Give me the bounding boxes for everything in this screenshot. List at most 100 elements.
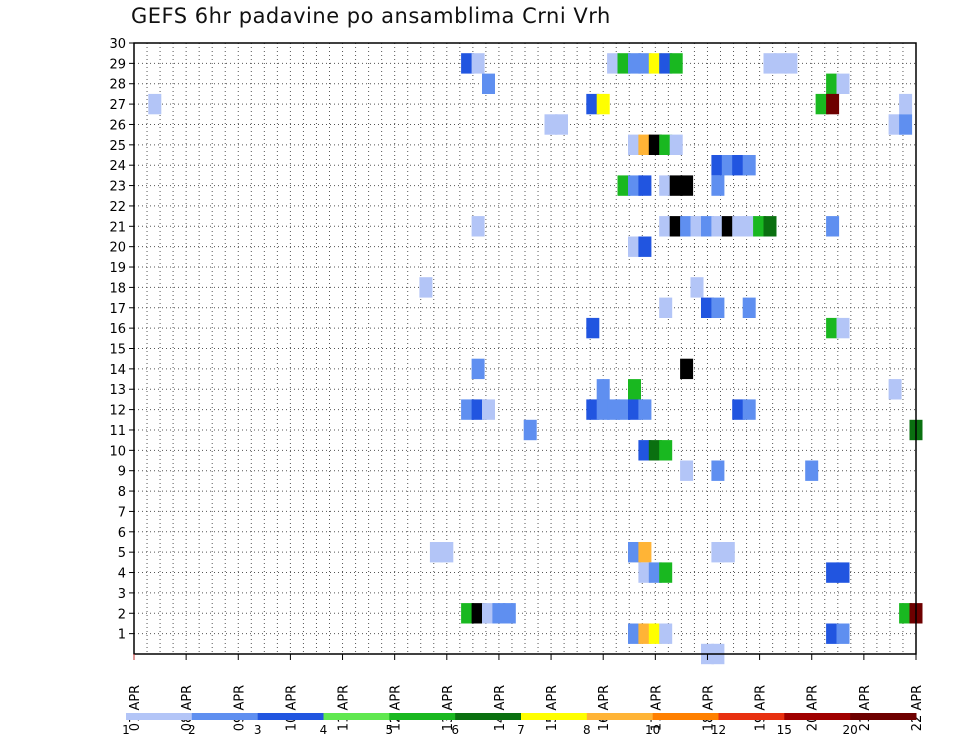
heatmap-cell — [482, 603, 495, 624]
legend-label: 7 — [517, 723, 525, 737]
heatmap-cell — [648, 562, 662, 583]
x-tick-label: 14 APR — [493, 685, 508, 731]
heatmap-cell — [440, 542, 454, 563]
heatmap-cell — [711, 175, 725, 196]
heatmap-cell — [732, 155, 746, 176]
heatmap-cell — [711, 297, 725, 318]
heatmap-cell — [701, 216, 714, 237]
heatmap-cell — [742, 297, 756, 318]
x-tick-label: 15 APR — [545, 685, 560, 731]
legend-swatch — [850, 713, 917, 720]
y-tick-label: 21 — [109, 220, 126, 235]
heatmap-cell — [523, 419, 537, 441]
x-tick-label: 07 APR — [128, 685, 143, 731]
heatmap-cell — [805, 460, 819, 481]
heatmap-cell — [648, 440, 662, 461]
heatmap-cell — [461, 603, 475, 624]
heatmap-cell — [669, 175, 683, 196]
heatmap-cell — [826, 562, 840, 583]
heatmap-cell — [659, 440, 673, 461]
legend-label: 6 — [451, 723, 459, 737]
legend-label: 1 — [122, 723, 130, 737]
y-tick-label: 27 — [109, 98, 126, 113]
heatmap-cell — [544, 114, 558, 135]
heatmap-cell — [638, 542, 652, 563]
heatmap-cell — [638, 134, 652, 155]
heatmap-cell — [471, 358, 485, 380]
heatmap-cell — [836, 317, 850, 339]
heatmap-cell — [638, 53, 652, 74]
y-tick-label: 12 — [109, 404, 126, 419]
y-tick-label: 22 — [109, 200, 126, 215]
heatmap-cell — [586, 93, 600, 115]
legend-swatch — [521, 713, 588, 720]
heatmap-cell — [836, 623, 850, 644]
y-tick-label: 20 — [109, 241, 126, 256]
y-tick-label: 3 — [118, 587, 126, 602]
heatmap-cell — [429, 542, 443, 563]
heatmap-cell — [763, 53, 777, 74]
legend-swatch — [455, 713, 522, 720]
x-tick-label: 21 APR — [858, 685, 873, 731]
heatmap-cell — [888, 379, 902, 400]
y-tick-label: 2 — [118, 607, 126, 622]
heatmap-cell — [680, 216, 694, 237]
y-tick-label: 23 — [109, 180, 126, 195]
heatmap-cell — [659, 134, 673, 155]
legend-label: 20 — [843, 723, 858, 737]
legend-swatch — [586, 713, 654, 720]
heatmap-cell — [680, 175, 694, 196]
heatmap-cell — [482, 399, 495, 420]
heatmap-cell — [659, 216, 673, 237]
heatmap-cell — [492, 603, 506, 624]
heatmap-cell — [596, 93, 610, 115]
x-tick-label: 10 APR — [284, 685, 299, 731]
heatmap-cell — [419, 277, 433, 298]
legend-swatch — [191, 713, 259, 720]
heatmap-cell — [763, 216, 777, 237]
heatmap-cell — [815, 93, 829, 115]
legend-swatch — [389, 713, 456, 720]
heatmap-cell — [628, 542, 641, 563]
heatmap-cell — [711, 460, 725, 481]
heatmap-cell — [899, 603, 913, 624]
heatmap-cell — [628, 236, 641, 257]
heatmap-cell — [742, 216, 756, 237]
heatmap-cell — [638, 399, 652, 420]
x-tick-label: 11 APR — [337, 685, 352, 731]
heatmap-cell — [659, 297, 673, 318]
heatmap-cell — [680, 358, 694, 380]
legend-swatch — [323, 713, 390, 720]
legend-label: 3 — [254, 723, 262, 737]
heatmap-cell — [586, 399, 600, 420]
heatmap-cell — [826, 73, 840, 94]
heatmap-cell — [701, 297, 714, 318]
heatmap-cell — [659, 53, 673, 74]
heatmap-cell — [732, 399, 746, 420]
y-tick-label: 14 — [109, 363, 126, 378]
heatmap-cell — [628, 623, 641, 644]
chart-title: GEFS 6hr padavine po ansamblima Crni Vrh — [131, 4, 611, 28]
heatmap-cell — [617, 53, 631, 74]
legend-swatch — [257, 713, 324, 720]
heatmap-cell — [711, 216, 725, 237]
y-tick-label: 25 — [109, 139, 126, 154]
heatmap-cell — [659, 175, 673, 196]
heatmap-cell — [659, 623, 673, 644]
heatmap-cell — [607, 53, 621, 74]
legend-label: 5 — [385, 723, 393, 737]
heatmap-cell — [690, 216, 704, 237]
legend-swatch — [126, 713, 193, 720]
y-tick-label: 17 — [109, 302, 126, 317]
heatmap-cell — [638, 440, 652, 461]
heatmap-cell — [648, 53, 662, 74]
heatmap-cell — [680, 460, 694, 481]
heatmap-cell — [753, 216, 767, 237]
y-tick-label: 10 — [109, 444, 126, 459]
x-tick-label: 20 APR — [806, 685, 821, 731]
heatmap-cell — [784, 53, 798, 74]
legend-label: 2 — [188, 723, 196, 737]
heatmap-cell — [471, 53, 485, 74]
heatmap-cell — [721, 155, 735, 176]
